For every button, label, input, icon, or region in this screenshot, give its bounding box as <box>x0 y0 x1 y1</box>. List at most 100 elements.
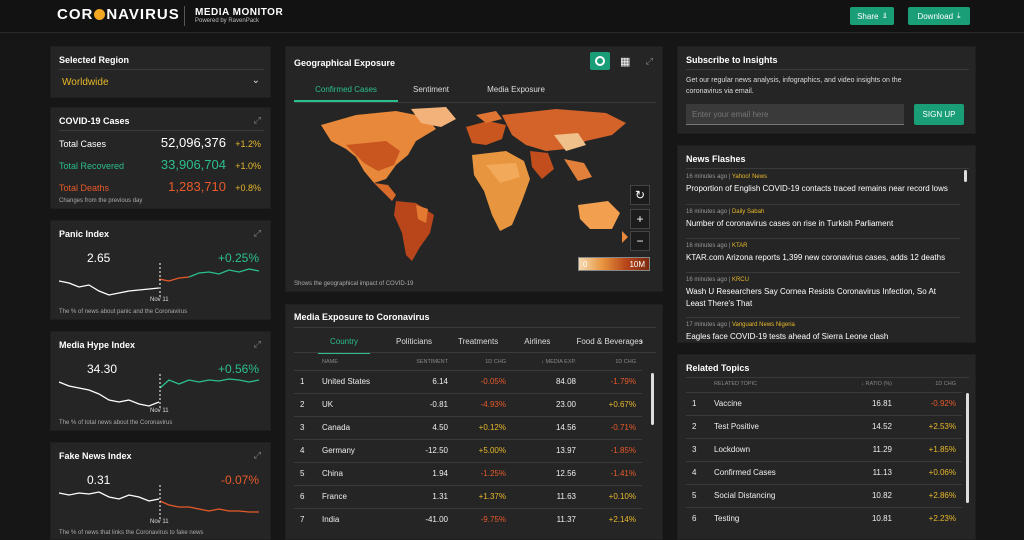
news-headline[interactable]: Proportion of English COVID-19 contacts … <box>686 184 948 193</box>
table-row[interactable]: 7 India -41.00 -9.75% 11.37 +2.14% <box>294 507 642 531</box>
news-headline[interactable]: Wash U Researchers Say Cornea Resists Co… <box>686 287 937 308</box>
tab-treatments[interactable]: Treatments <box>458 337 499 346</box>
share-label: Share <box>857 11 879 21</box>
chevron-right-icon[interactable]: › <box>640 336 643 346</box>
col-media-exp[interactable]: ↓ MEDIA EXP. <box>541 359 576 366</box>
expand-icon[interactable]: ⤢ <box>645 56 653 66</box>
row-sentiment-chg: -0.05% <box>454 369 512 393</box>
share-button[interactable]: Share ⫫ <box>850 7 894 25</box>
expand-icon[interactable]: ⤢ <box>253 115 261 125</box>
row-chg: +0.06% <box>898 460 962 484</box>
col-sentiment-chg[interactable]: 1D CHG <box>485 359 506 366</box>
news-meta: 17 minutes ago | Vanguard News Nigeria <box>686 322 956 328</box>
email-input[interactable] <box>686 104 904 125</box>
product-subtitle: Powered by RavenPack <box>195 18 260 24</box>
table-row[interactable]: 2 UK -0.81 -4.93% 23.00 +0.67% <box>294 392 642 416</box>
divider <box>686 317 960 318</box>
world-map[interactable] <box>316 105 636 265</box>
download-button[interactable]: Download ⤓ <box>908 7 970 25</box>
table-row[interactable]: 5 Social Distancing 10.82 +2.86% <box>686 483 962 507</box>
news-source[interactable]: KTAR <box>731 243 748 249</box>
row-topic: Vaccine <box>708 391 818 415</box>
fake-sparkline <box>59 485 259 519</box>
col-topic[interactable]: RELATED TOPIC <box>714 381 758 388</box>
col-sentiment[interactable]: SENTIMENT <box>416 359 448 366</box>
news-headline[interactable]: Eagles face COVID-19 tests ahead of Sier… <box>686 332 889 341</box>
region-value: Worldwide <box>62 77 109 88</box>
row-rank: 6 <box>686 506 708 530</box>
table-row[interactable]: 4 Confirmed Cases 11.13 +0.06% <box>686 460 962 484</box>
row-media-chg: -0.71% <box>582 415 642 439</box>
panel-title: Related Topics <box>686 363 750 373</box>
scrollbar[interactable] <box>966 393 969 503</box>
news-source[interactable]: Vanguard News Nigeria <box>731 322 795 328</box>
reset-view-button[interactable]: ↻ <box>630 185 650 205</box>
news-time: 16 minutes ago | <box>686 174 731 180</box>
news-source[interactable]: KRCU <box>731 277 749 283</box>
hype-date-label: Nov 11 <box>150 408 169 414</box>
row-sentiment: -0.81 <box>396 392 454 416</box>
col-ratio[interactable]: ↓ RATIO (%) <box>861 381 892 388</box>
tab-country[interactable]: Country <box>318 337 371 354</box>
logo-text-right: NAVIRUS <box>106 6 180 23</box>
media-hype-panel: Media Hype Index ⤢ 34.30 +0.56% Nov 11 T… <box>50 331 271 431</box>
expand-icon[interactable]: ⤢ <box>253 339 261 349</box>
tab-politicians[interactable]: Politicians <box>396 337 433 346</box>
list-item[interactable]: 16 minutes ago | KRCU Wash U Researchers … <box>686 277 956 310</box>
divider <box>686 377 969 378</box>
panic-sparkline <box>59 263 260 297</box>
table-row[interactable]: 2 Test Positive 14.52 +2.53% <box>686 414 962 438</box>
table-row[interactable]: 5 China 1.94 -1.25% 12.56 -1.41% <box>294 461 642 485</box>
sort-down-icon: ↓ <box>861 381 866 388</box>
tab-airlines[interactable]: Airlines <box>524 337 551 346</box>
tab-sentiment[interactable]: Sentiment <box>412 85 450 94</box>
news-source[interactable]: Yahoo! News <box>731 174 768 180</box>
scrollbar[interactable] <box>964 170 967 182</box>
map-note: Shows the geographical impact of COVID-1… <box>294 281 414 287</box>
list-item[interactable]: 16 minutes ago | Daily Sabah Number of co… <box>686 209 956 230</box>
news-headline[interactable]: Number of coronavirus cases on rise in T… <box>686 219 894 228</box>
news-source[interactable]: Daily Sabah <box>731 209 765 215</box>
divider <box>686 69 969 70</box>
row-media-chg: +2.14% <box>582 507 642 531</box>
row-media-exp: 14.56 <box>512 415 582 439</box>
sort-down-icon: ↓ <box>541 359 546 366</box>
table-row[interactable]: 1 Vaccine 16.81 -0.92% <box>686 391 962 415</box>
news-meta: 16 minutes ago | Yahoo! News <box>686 174 956 180</box>
col-topic-chg[interactable]: 1D CHG <box>935 381 956 388</box>
sign-up-button[interactable]: SIGN UP <box>914 104 964 125</box>
row-sentiment: 1.94 <box>396 461 454 485</box>
virus-icon <box>94 9 106 20</box>
zoom-out-button[interactable]: − <box>630 231 650 251</box>
expand-icon[interactable]: ⤢ <box>253 228 261 238</box>
list-item[interactable]: 17 minutes ago | Vanguard News Nigeria Ea… <box>686 322 956 342</box>
region-select[interactable]: Worldwide ⌄ <box>59 71 264 93</box>
table-row[interactable]: 6 Testing 10.81 +2.23% <box>686 506 962 530</box>
row-rank: 3 <box>294 415 316 439</box>
table-row[interactable]: 3 Canada 4.50 +0.12% 14.56 -0.71% <box>294 415 642 439</box>
table-view-icon[interactable]: ▦ <box>620 56 631 68</box>
scrollbar[interactable] <box>651 373 654 425</box>
news-headline[interactable]: KTAR.com Arizona reports 1,399 new coron… <box>686 253 946 262</box>
tab-food-beverages[interactable]: Food & Beverages <box>576 337 643 346</box>
map-view-button[interactable] <box>590 52 610 70</box>
divider <box>294 352 656 353</box>
row-sentiment-chg: -4.93% <box>454 392 512 416</box>
tab-confirmed-cases[interactable]: Confirmed Cases <box>294 85 398 102</box>
chevron-down-icon: ⌄ <box>251 75 260 86</box>
coronavirus-logo[interactable]: COR NAVIRUS <box>57 6 180 23</box>
col-media-chg[interactable]: 1D CHG <box>615 359 636 366</box>
table-row[interactable]: 6 France 1.31 +1.37% 11.63 +0.10% <box>294 484 642 508</box>
list-item[interactable]: 16 minutes ago | Yahoo! News Proportion o… <box>686 174 956 195</box>
table-row[interactable]: 1 United States 6.14 -0.05% 84.08 -1.79% <box>294 369 642 393</box>
list-item[interactable]: 16 minutes ago | KTAR KTAR.com Arizona re… <box>686 243 956 264</box>
table-row[interactable]: 3 Lockdown 11.29 +1.85% <box>686 437 962 461</box>
tab-media-exposure[interactable]: Media Exposure <box>487 85 545 94</box>
divider <box>686 238 960 239</box>
subscribe-panel: Subscribe to Insights Get our regular ne… <box>677 46 976 134</box>
zoom-in-button[interactable]: + <box>630 209 650 229</box>
col-name[interactable]: NAME <box>322 359 338 366</box>
logo-divider <box>184 6 185 26</box>
expand-icon[interactable]: ⤢ <box>253 450 261 460</box>
table-row[interactable]: 4 Germany -12.50 +5.00% 13.97 -1.85% <box>294 438 642 462</box>
